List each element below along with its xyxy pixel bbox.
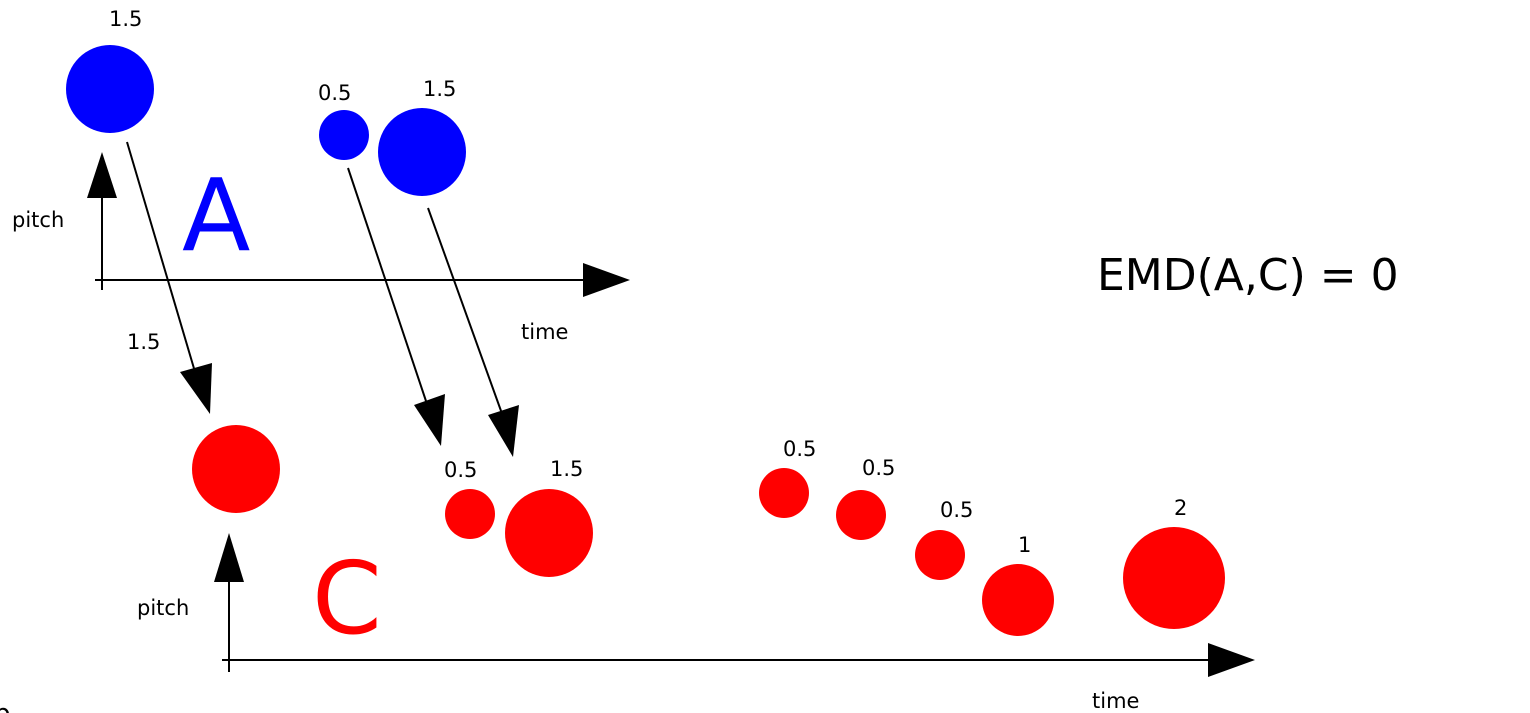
axis-c: pitch time [137, 533, 1255, 713]
a-note-1 [66, 45, 154, 133]
a-notes: 1.5 0.5 1.5 [66, 7, 466, 196]
axis-c-x-arrowhead [1208, 643, 1255, 677]
a-note-2-weight: 0.5 [318, 81, 351, 105]
c-note-6-weight: 0.5 [940, 498, 973, 522]
flows: 1.5 [126, 141, 519, 457]
c-notes: 0.5 1.5 0.5 0.5 0.5 1 2 [192, 425, 1225, 636]
axis-c-x-label: time [1092, 689, 1139, 713]
flow-arrow-2 [347, 167, 431, 414]
axis-a: pitch time [12, 152, 630, 344]
a-note-3-weight: 1.5 [423, 77, 456, 101]
axis-a-y-label: pitch [12, 208, 64, 232]
c-note-8-weight: 2 [1174, 496, 1187, 520]
c-note-5 [836, 490, 886, 540]
c-note-5-weight: 0.5 [862, 456, 895, 480]
c-note-2 [445, 489, 495, 539]
axis-a-x-label: time [521, 320, 568, 344]
a-note-2 [319, 110, 369, 160]
c-note-7 [982, 564, 1054, 636]
flow-arrow-1 [126, 141, 199, 383]
c-note-1 [192, 425, 280, 513]
axis-a-x-arrowhead [583, 263, 630, 297]
a-note-1-weight: 1.5 [109, 7, 142, 31]
flow-arrow-1-amount: 1.5 [127, 330, 160, 354]
c-note-4-weight: 0.5 [783, 437, 816, 461]
flow-arrow-2-head [414, 394, 445, 446]
set-c-label: C [312, 540, 382, 657]
c-note-4 [759, 468, 809, 518]
axis-c-y-arrowhead [214, 533, 244, 582]
c-note-6 [915, 530, 965, 580]
emd-equation: EMD(A,C) = 0 [1097, 250, 1399, 301]
flow-arrow-3 [427, 207, 506, 423]
c-note-3 [505, 489, 593, 577]
axis-a-y-arrowhead [87, 152, 117, 198]
c-note-2-weight: 0.5 [444, 458, 477, 482]
flow-arrow-1-head [180, 363, 212, 414]
flow-arrow-3-head [488, 405, 519, 457]
edge-glyph: p [0, 699, 11, 713]
c-note-7-weight: 1 [1018, 533, 1031, 557]
axis-c-y-label: pitch [137, 596, 189, 620]
set-a-label: A [182, 157, 250, 274]
c-note-8 [1123, 527, 1225, 629]
c-note-3-weight: 1.5 [550, 457, 583, 481]
a-note-3 [378, 108, 466, 196]
